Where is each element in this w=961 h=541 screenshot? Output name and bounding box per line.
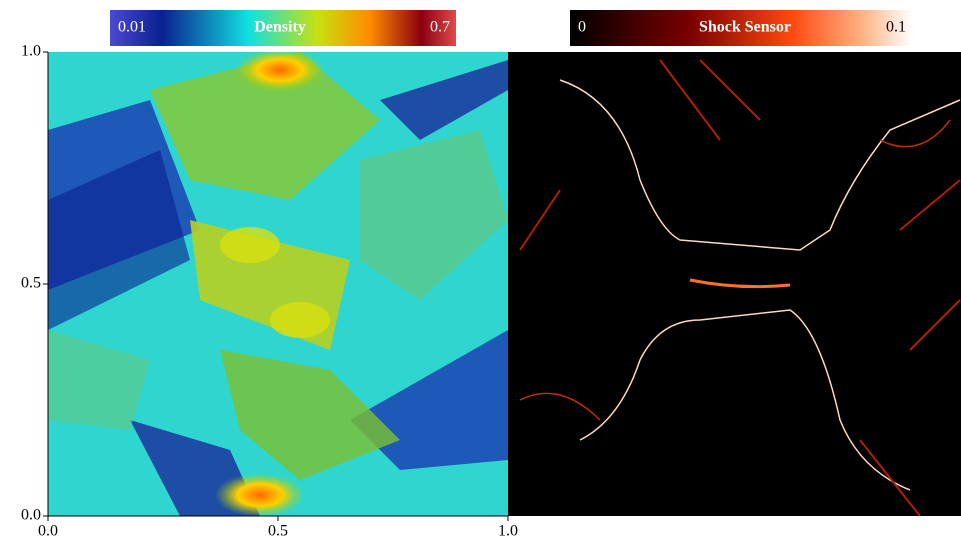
colorbar-max: 0.1	[886, 19, 906, 36]
colorbar-min: 0.01	[118, 19, 146, 36]
shock-field	[508, 52, 961, 516]
colorbar-max: 0.7	[430, 19, 450, 36]
x-tick-label: 0.0	[38, 523, 58, 540]
figure: 0.01 Density 0.7 0 Shock Sensor 0.1 0.00…	[0, 0, 961, 541]
colorbar-title: Density	[254, 19, 306, 36]
density-field	[48, 48, 508, 517]
x-tick-label: 1.0	[498, 523, 518, 540]
colorbar-min: 0	[578, 19, 586, 36]
colorbar-title: Shock Sensor	[699, 19, 791, 36]
y-tick-label: 0.5	[21, 275, 41, 292]
y-tick-label: 0.0	[21, 507, 41, 524]
x-tick-label: 0.5	[268, 523, 288, 540]
y-tick-label: 1.0	[21, 43, 41, 60]
